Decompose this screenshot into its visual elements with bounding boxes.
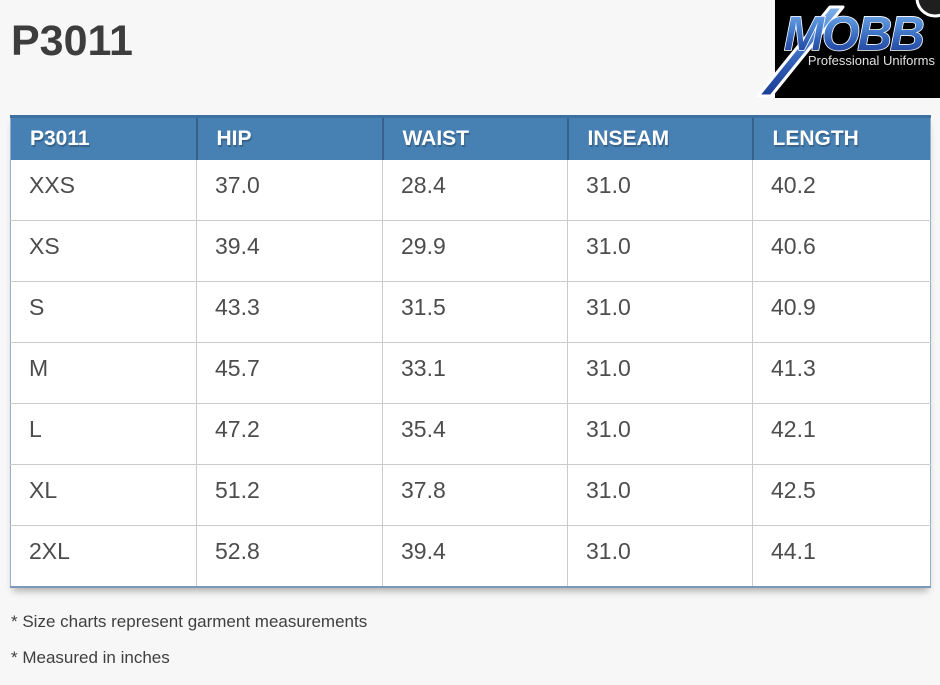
close-icon[interactable]: [915, 0, 940, 18]
hip-cell: 43.3: [196, 281, 383, 343]
logo-slash-icon: [756, 5, 845, 98]
mobb-logo-graphic: MOBB Professional Uniforms: [756, 0, 940, 98]
hip-cell: 39.4: [196, 220, 383, 282]
waist-cell: 37.8: [382, 464, 568, 526]
table-row: L 47.2 35.4 31.0 42.1: [10, 403, 931, 465]
size-cell: XL: [10, 464, 197, 526]
size-cell: XS: [10, 220, 197, 282]
table-row: XS 39.4 29.9 31.0 40.6: [10, 220, 931, 282]
page-title: P3011: [11, 17, 133, 65]
size-cell: XXS: [10, 160, 197, 221]
table-row: XXS 37.0 28.4 31.0 40.2: [10, 160, 931, 221]
size-cell: M: [10, 342, 197, 404]
length-cell: 44.1: [752, 525, 931, 587]
waist-cell: 28.4: [382, 160, 568, 221]
length-cell: 40.9: [752, 281, 931, 343]
table-row: M 45.7 33.1 31.0 41.3: [10, 342, 931, 404]
size-chart-table: P3011 HIP WAIST INSEAM LENGTH XXS 37.0 2…: [10, 115, 931, 588]
inseam-cell: 31.0: [567, 160, 753, 221]
inseam-cell: 31.0: [567, 342, 753, 404]
col-header-length: LENGTH: [752, 115, 931, 160]
size-cell: L: [10, 403, 197, 465]
size-cell: S: [10, 281, 197, 343]
length-cell: 41.3: [752, 342, 931, 404]
waist-cell: 29.9: [382, 220, 568, 282]
table-row: 2XL 52.8 39.4 31.0 44.1: [10, 525, 931, 587]
hip-cell: 52.8: [196, 525, 383, 587]
mobb-logo: MOBB Professional Uniforms: [730, 0, 940, 112]
col-header-waist: WAIST: [382, 115, 569, 160]
hip-cell: 45.7: [196, 342, 383, 404]
inseam-cell: 31.0: [567, 525, 753, 587]
inseam-cell: 31.0: [567, 220, 753, 282]
header-row: P3011 HIP WAIST INSEAM LENGTH: [10, 115, 931, 160]
waist-cell: 39.4: [382, 525, 568, 587]
length-cell: 40.2: [752, 160, 931, 221]
inseam-cell: 31.0: [567, 281, 753, 343]
length-cell: 42.5: [752, 464, 931, 526]
hip-cell: 47.2: [196, 403, 383, 465]
col-header-inseam: INSEAM: [567, 115, 754, 160]
length-cell: 40.6: [752, 220, 931, 282]
logo-tagline: Professional Uniforms: [808, 53, 936, 68]
inseam-cell: 31.0: [567, 403, 753, 465]
table-header: P3011 HIP WAIST INSEAM LENGTH: [10, 115, 931, 160]
footnote-measured-inches: * Measured in inches: [11, 648, 170, 667]
length-cell: 42.1: [752, 403, 931, 465]
waist-cell: 31.5: [382, 281, 568, 343]
table-row: XL 51.2 37.8 31.0 42.5: [10, 464, 931, 526]
hip-cell: 37.0: [196, 160, 383, 221]
table-row: S 43.3 31.5 31.0 40.9: [10, 281, 931, 343]
footnote-garment-measurements: * Size charts represent garment measurem…: [11, 612, 368, 631]
size-cell: 2XL: [10, 525, 197, 587]
waist-cell: 33.1: [382, 342, 568, 404]
col-header-hip: HIP: [196, 115, 384, 160]
waist-cell: 35.4: [382, 403, 568, 465]
logo-brand-text: MOBB: [784, 8, 923, 61]
hip-cell: 51.2: [196, 464, 383, 526]
inseam-cell: 31.0: [567, 464, 753, 526]
col-header-style: P3011: [10, 115, 198, 160]
